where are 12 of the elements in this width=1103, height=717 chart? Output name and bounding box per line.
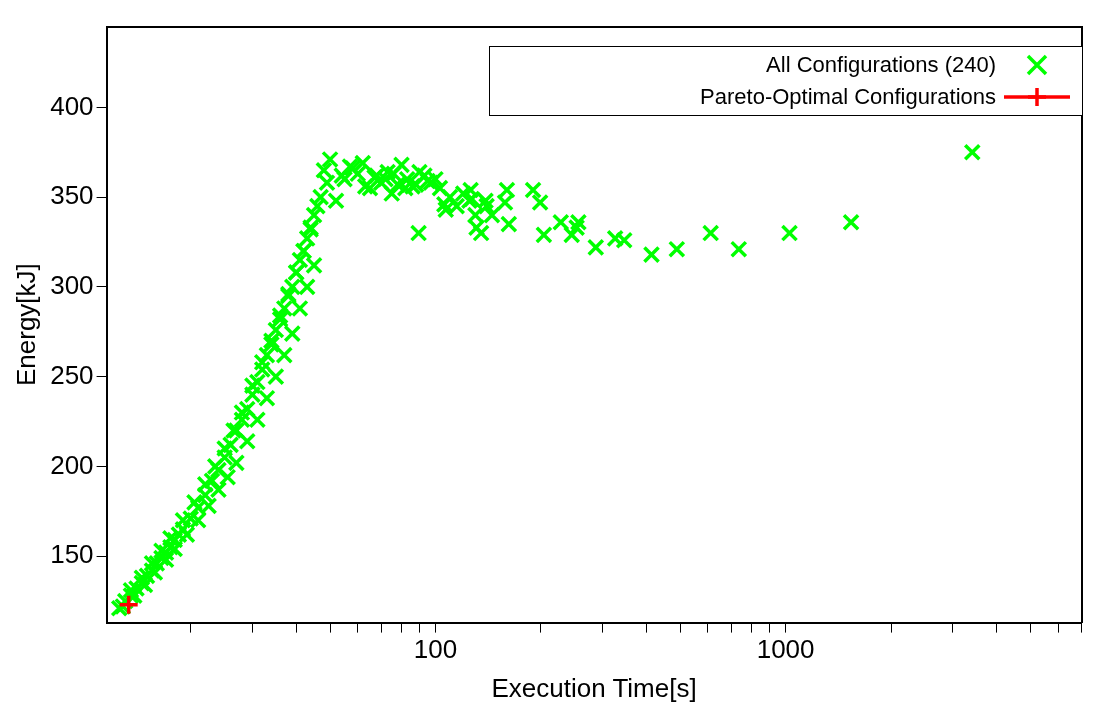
legend-label: Pareto-Optimal Configurations (700, 84, 996, 110)
y-tick-label: 350 (50, 180, 94, 211)
y-tick-label: 200 (50, 449, 94, 480)
y-tick-label: 300 (50, 270, 94, 301)
y-tick-label: 250 (50, 359, 94, 390)
y-axis-title: Energy[kJ] (10, 263, 41, 387)
x-tick-label: 1000 (756, 634, 815, 665)
y-tick-label: 150 (50, 539, 94, 570)
legend-label: All Configurations (240) (766, 52, 996, 78)
x-axis-title: Execution Time[s] (491, 672, 697, 703)
x-tick-label: 100 (413, 634, 458, 665)
y-tick-label: 400 (50, 90, 94, 121)
